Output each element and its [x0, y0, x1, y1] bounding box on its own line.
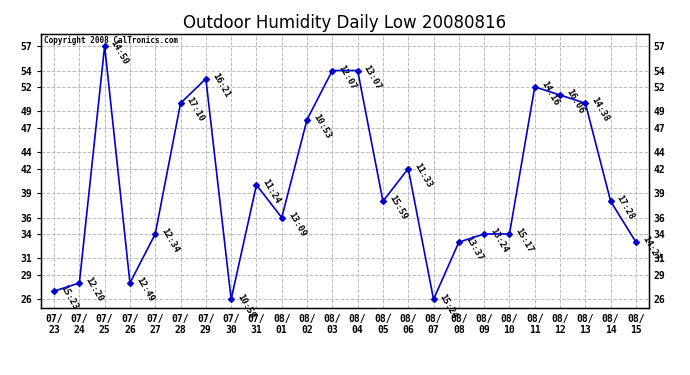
Text: 15:59: 15:59: [387, 194, 408, 222]
Text: Copyright 2008 CalTronics.com: Copyright 2008 CalTronics.com: [44, 36, 179, 45]
Text: 14:38: 14:38: [589, 96, 611, 124]
Text: 11:33: 11:33: [413, 161, 433, 189]
Text: 16:21: 16:21: [210, 71, 231, 99]
Text: 15:17: 15:17: [513, 226, 535, 255]
Text: 10:59: 10:59: [235, 292, 257, 320]
Text: 13:37: 13:37: [463, 235, 484, 262]
Title: Outdoor Humidity Daily Low 20080816: Outdoor Humidity Daily Low 20080816: [184, 14, 506, 32]
Text: 12:07: 12:07: [337, 63, 357, 91]
Text: 12:34: 12:34: [159, 226, 181, 255]
Text: 13:24: 13:24: [489, 226, 509, 255]
Text: 12:20: 12:20: [83, 276, 105, 303]
Text: 14:27: 14:27: [640, 235, 661, 262]
Text: 17:28: 17:28: [615, 194, 636, 222]
Text: 16:06: 16:06: [564, 88, 585, 116]
Text: 13:07: 13:07: [362, 63, 383, 91]
Text: 14:16: 14:16: [539, 80, 560, 107]
Text: 14:50: 14:50: [109, 39, 130, 66]
Text: 17:10: 17:10: [185, 96, 206, 124]
Text: 11:24: 11:24: [261, 178, 282, 206]
Text: 13:09: 13:09: [286, 210, 307, 238]
Text: 15:23: 15:23: [58, 284, 79, 312]
Text: 10:53: 10:53: [311, 112, 333, 140]
Text: 15:24: 15:24: [437, 292, 459, 320]
Text: 12:49: 12:49: [134, 276, 155, 303]
